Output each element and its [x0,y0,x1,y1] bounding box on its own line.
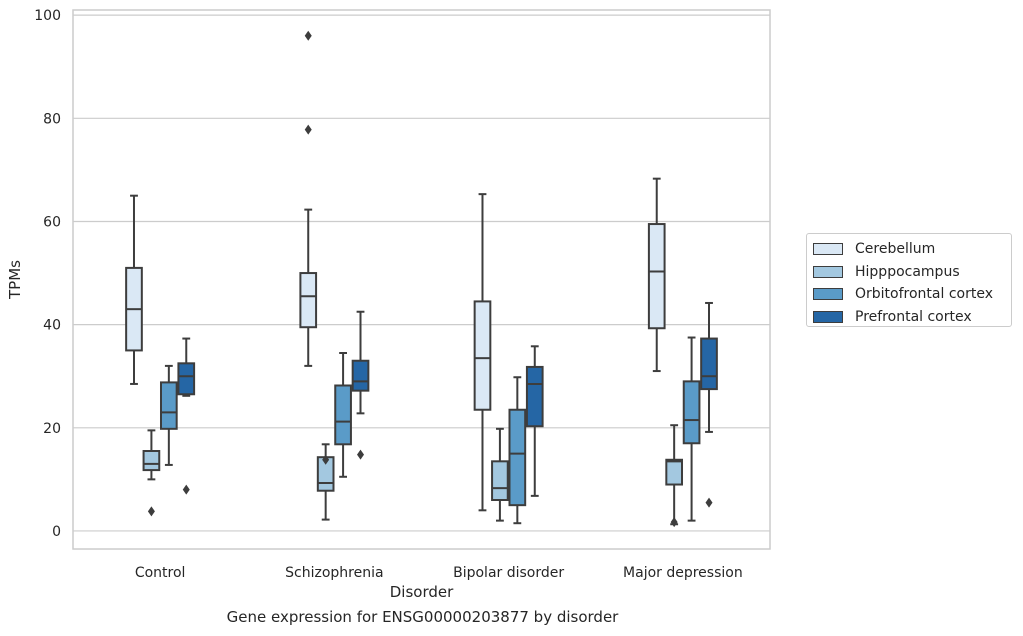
outlier-point [322,454,330,465]
legend-swatch-hippocampus [813,265,843,278]
box-iqr [142,450,161,472]
y-tick-100: 100 [34,8,61,24]
outlier-point [182,484,190,495]
y-tick-40: 40 [43,318,61,334]
box-iqr [299,272,318,329]
box-iqr [647,223,666,330]
box-iqr [700,337,718,391]
x-tick-control: Control [135,565,186,581]
y-tick-20: 20 [43,421,61,437]
box-bipolar-disorder-cerebellum [473,193,492,512]
box-iqr [351,359,370,392]
legend-swatch-cerebellum [813,243,843,256]
legend-swatch-orbitofrontal [813,288,843,301]
legend-item-cerebellum: Cerebellum [813,238,1011,261]
box-control-cerebellum [125,194,143,385]
legend-item-orbitofrontal: Orbitofrontal cortex [813,283,1011,306]
x-axis-label: Disorder [390,583,454,601]
grid-lines [73,14,770,532]
box-iqr [177,362,196,396]
y-axis-label: TPMs [6,260,24,300]
outlier-point [304,30,312,41]
box-layer [125,30,718,528]
outlier-point [670,517,678,528]
box-major-depression-orbitofrontal-cortex [682,336,701,522]
y-tick-labels: 0 20 40 60 80 100 [34,8,61,540]
box-bipolar-disorder-prefrontal-cortex [525,345,544,497]
box-iqr [525,365,544,428]
legend-label-prefrontal: Prefrontal cortex [855,308,972,325]
y-tick-0: 0 [52,524,61,540]
legend: Cerebellum Hipppocampus Orbitofrontal co… [806,233,1012,327]
outlier-point [304,124,312,135]
legend-label-cerebellum: Cerebellum [855,241,936,258]
box-major-depression-cerebellum [647,177,666,373]
legend-label-orbitofrontal: Orbitofrontal cortex [855,286,993,303]
x-tick-major-depression: Major depression [623,565,743,581]
outlier-point [357,449,365,460]
box-major-depression-prefrontal-cortex [700,301,718,508]
plot-frame [72,9,771,550]
figure-caption: Gene expression for ENSG00000203877 by d… [226,608,619,626]
box-iqr [508,408,527,507]
box-iqr [473,300,492,411]
box-iqr [665,458,684,486]
legend-item-prefrontal: Prefrontal cortex [813,306,1011,329]
y-tick-80: 80 [43,111,61,127]
box-schizophrenia-cerebellum [299,30,318,367]
x-tick-bipolar-disorder: Bipolar disorder [453,565,564,581]
box-schizophrenia-hipppocampus [316,443,335,521]
legend-item-hippocampus: Hipppocampus [813,261,1011,284]
legend-label-hippocampus: Hipppocampus [855,263,960,280]
box-schizophrenia-prefrontal-cortex [351,310,370,460]
x-tick-schizophrenia: Schizophrenia [285,565,383,581]
outlier-point [147,506,155,517]
box-bipolar-disorder-orbitofrontal-cortex [508,376,527,525]
box-iqr [334,384,352,446]
box-control-orbitofrontal-cortex [159,364,178,466]
box-iqr [682,380,701,445]
outlier-point [705,497,713,508]
box-schizophrenia-orbitofrontal-cortex [334,352,352,478]
y-tick-60: 60 [43,214,61,230]
box-iqr [159,381,178,430]
x-tick-labels: Control Schizophrenia Bipolar disorder Majo… [135,565,743,581]
box-control-prefrontal-cortex [177,337,196,495]
box-bipolar-disorder-hipppocampus [491,427,509,522]
box-control-hipppocampus [142,429,161,517]
box-major-depression-hipppocampus [665,424,684,528]
legend-swatch-prefrontal [813,310,843,323]
box-iqr [491,460,509,502]
